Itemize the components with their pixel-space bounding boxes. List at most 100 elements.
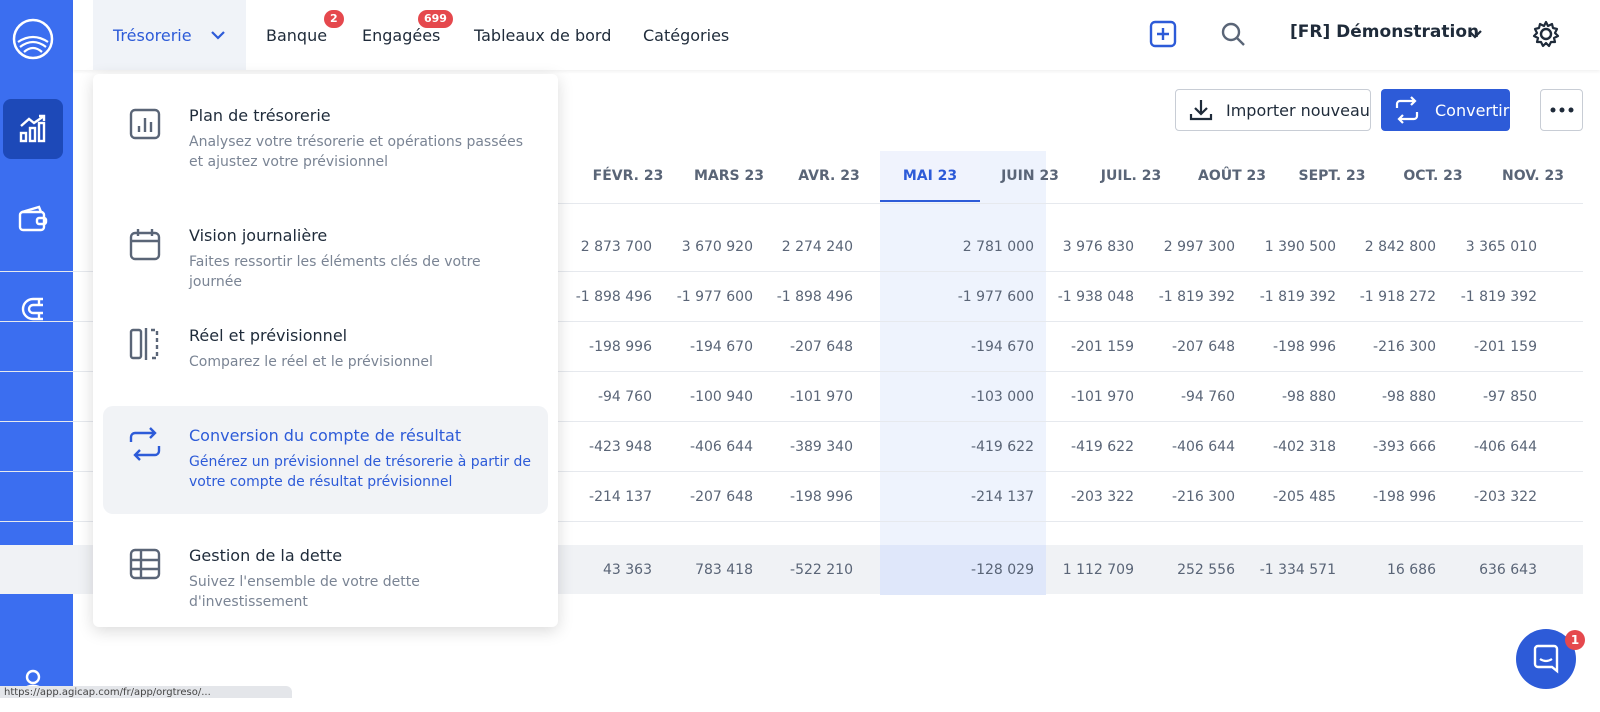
table-cell[interactable]: -216 300 bbox=[1172, 489, 1235, 505]
nav-categories[interactable]: Catégories bbox=[643, 0, 729, 70]
month-header[interactable]: SEPT. 23 bbox=[1298, 168, 1366, 184]
table-cell[interactable]: -1 898 496 bbox=[575, 289, 652, 305]
table-cell[interactable]: -214 137 bbox=[589, 489, 652, 505]
table-cell[interactable]: -201 159 bbox=[1474, 339, 1537, 355]
table-cell[interactable]: -402 318 bbox=[1273, 439, 1336, 455]
table-cell[interactable]: -216 300 bbox=[1373, 339, 1436, 355]
month-header[interactable]: OCT. 23 bbox=[1403, 168, 1463, 184]
table-cell-total[interactable]: -128 029 bbox=[880, 545, 1046, 595]
convert-icon bbox=[129, 427, 161, 461]
table-cell[interactable]: -101 970 bbox=[1071, 389, 1134, 405]
table-cell-total[interactable]: -1 334 571 bbox=[1259, 562, 1336, 578]
table-cell[interactable]: 1 390 500 bbox=[1264, 239, 1336, 255]
chevron-down-icon[interactable] bbox=[1465, 24, 1485, 44]
menu-item-reel-previsionnel[interactable]: Réel et prévisionnel Comparez le réel et… bbox=[103, 316, 548, 396]
search-icon[interactable] bbox=[1219, 20, 1247, 48]
table-cell[interactable]: -1 918 272 bbox=[1359, 289, 1436, 305]
month-header[interactable]: JUIN 23 bbox=[1001, 168, 1059, 184]
nav-engagees[interactable]: Engagées bbox=[362, 0, 440, 70]
sidebar-item-profile[interactable] bbox=[3, 652, 63, 712]
table-cell[interactable]: -1 898 496 bbox=[776, 289, 853, 305]
table-cell[interactable]: -100 940 bbox=[690, 389, 753, 405]
convert-button[interactable]: Convertir bbox=[1381, 89, 1510, 131]
table-cell[interactable]: 2 274 240 bbox=[781, 239, 853, 255]
table-cell[interactable]: -423 948 bbox=[589, 439, 652, 455]
table-cell[interactable]: -103 000 bbox=[971, 389, 1034, 405]
table-cell[interactable]: 2 873 700 bbox=[580, 239, 652, 255]
month-header-current[interactable]: MAI 23 bbox=[880, 151, 980, 202]
table-cell-total[interactable]: -522 210 bbox=[790, 562, 853, 578]
more-options-button[interactable] bbox=[1540, 89, 1583, 131]
add-icon[interactable] bbox=[1149, 20, 1177, 48]
table-cell[interactable]: -98 880 bbox=[1281, 389, 1336, 405]
table-cell[interactable]: -1 977 600 bbox=[676, 289, 753, 305]
table-cell[interactable]: -207 648 bbox=[1172, 339, 1235, 355]
table-cell[interactable]: -97 850 bbox=[1482, 389, 1537, 405]
table-cell[interactable]: -419 622 bbox=[971, 439, 1034, 455]
table-cell[interactable]: -207 648 bbox=[790, 339, 853, 355]
nav-tresorerie[interactable]: Trésorerie bbox=[93, 0, 246, 70]
table-cell[interactable]: -203 322 bbox=[1071, 489, 1134, 505]
table-cell-total[interactable]: 636 643 bbox=[1479, 562, 1537, 578]
table-cell[interactable]: 3 976 830 bbox=[1062, 239, 1134, 255]
table-cell[interactable]: -198 996 bbox=[1373, 489, 1436, 505]
table-cell[interactable]: -194 670 bbox=[971, 339, 1034, 355]
tresorerie-dropdown-menu: Plan de trésorerie Analysez votre trésor… bbox=[93, 74, 558, 627]
month-header[interactable]: MARS 23 bbox=[694, 168, 764, 184]
table-cell[interactable]: -406 644 bbox=[1172, 439, 1235, 455]
table-cell[interactable]: 3 670 920 bbox=[681, 239, 753, 255]
table-cell[interactable]: -194 670 bbox=[690, 339, 753, 355]
menu-item-vision-journaliere[interactable]: Vision journalière Faites ressortir les … bbox=[103, 216, 548, 296]
sidebar-item-wallet[interactable] bbox=[3, 190, 63, 250]
nav-banque[interactable]: Banque bbox=[266, 0, 327, 70]
table-cell[interactable]: -207 648 bbox=[690, 489, 753, 505]
table-cell[interactable]: 2 997 300 bbox=[1163, 239, 1235, 255]
table-cell[interactable]: 3 365 010 bbox=[1465, 239, 1537, 255]
month-header[interactable]: JUIL. 23 bbox=[1100, 168, 1162, 184]
month-header[interactable]: NOV. 23 bbox=[1502, 168, 1564, 184]
table-cell[interactable]: 2 842 800 bbox=[1364, 239, 1436, 255]
sidebar-item-magnet[interactable] bbox=[3, 279, 63, 339]
chevron-down-icon bbox=[210, 31, 225, 40]
table-cell[interactable]: -406 644 bbox=[1474, 439, 1537, 455]
table-cell[interactable]: -198 996 bbox=[790, 489, 853, 505]
table-cell[interactable]: -214 137 bbox=[971, 489, 1034, 505]
table-cell-total[interactable]: 783 418 bbox=[695, 562, 753, 578]
table-cell[interactable]: -198 996 bbox=[1273, 339, 1336, 355]
table-cell[interactable]: -393 666 bbox=[1373, 439, 1436, 455]
table-cell[interactable]: -201 159 bbox=[1071, 339, 1134, 355]
table-cell[interactable]: -101 970 bbox=[790, 389, 853, 405]
menu-item-gestion-dette[interactable]: Gestion de la dette Suivez l'ensemble de… bbox=[103, 536, 548, 616]
table-cell[interactable]: -1 938 048 bbox=[1057, 289, 1134, 305]
table-cell[interactable]: -203 322 bbox=[1474, 489, 1537, 505]
table-cell[interactable]: -1 819 392 bbox=[1158, 289, 1235, 305]
table-cell[interactable]: -205 485 bbox=[1273, 489, 1336, 505]
month-header[interactable]: AVR. 23 bbox=[798, 168, 860, 184]
import-button[interactable]: Importer nouveau bbox=[1175, 89, 1371, 131]
nav-tableaux-de-bord[interactable]: Tableaux de bord bbox=[474, 0, 611, 70]
table-cell[interactable]: -198 996 bbox=[589, 339, 652, 355]
table-cell[interactable]: -1 977 600 bbox=[957, 289, 1034, 305]
table-cell[interactable]: -94 760 bbox=[597, 389, 652, 405]
table-cell[interactable]: -389 340 bbox=[790, 439, 853, 455]
month-header[interactable]: AOÛT 23 bbox=[1197, 168, 1266, 184]
table-cell[interactable]: -94 760 bbox=[1180, 389, 1235, 405]
table-cell[interactable]: -1 819 392 bbox=[1460, 289, 1537, 305]
logo-icon[interactable] bbox=[12, 18, 54, 60]
menu-item-conversion-compte-resultat[interactable]: Conversion du compte de résultat Générez… bbox=[103, 406, 548, 514]
table-cell-total[interactable]: 43 363 bbox=[603, 562, 652, 578]
table-cell-total[interactable]: 16 686 bbox=[1387, 562, 1436, 578]
organization-selector[interactable]: [FR] Démonstration bbox=[1290, 22, 1479, 42]
table-cell[interactable]: -419 622 bbox=[1071, 439, 1134, 455]
month-header[interactable]: FÉVR. 23 bbox=[592, 168, 664, 184]
table-cell-total[interactable]: 252 556 bbox=[1177, 562, 1235, 578]
menu-item-title: Conversion du compte de résultat bbox=[189, 426, 462, 445]
sidebar-item-treasury[interactable] bbox=[3, 99, 63, 159]
table-cell-total[interactable]: 1 112 709 bbox=[1062, 562, 1134, 578]
menu-item-plan-tresorerie[interactable]: Plan de trésorerie Analysez votre trésor… bbox=[103, 96, 548, 196]
table-cell[interactable]: 2 781 000 bbox=[962, 239, 1034, 255]
table-cell[interactable]: -1 819 392 bbox=[1259, 289, 1336, 305]
table-cell[interactable]: -406 644 bbox=[690, 439, 753, 455]
gear-icon[interactable] bbox=[1531, 19, 1561, 49]
table-cell[interactable]: -98 880 bbox=[1381, 389, 1436, 405]
